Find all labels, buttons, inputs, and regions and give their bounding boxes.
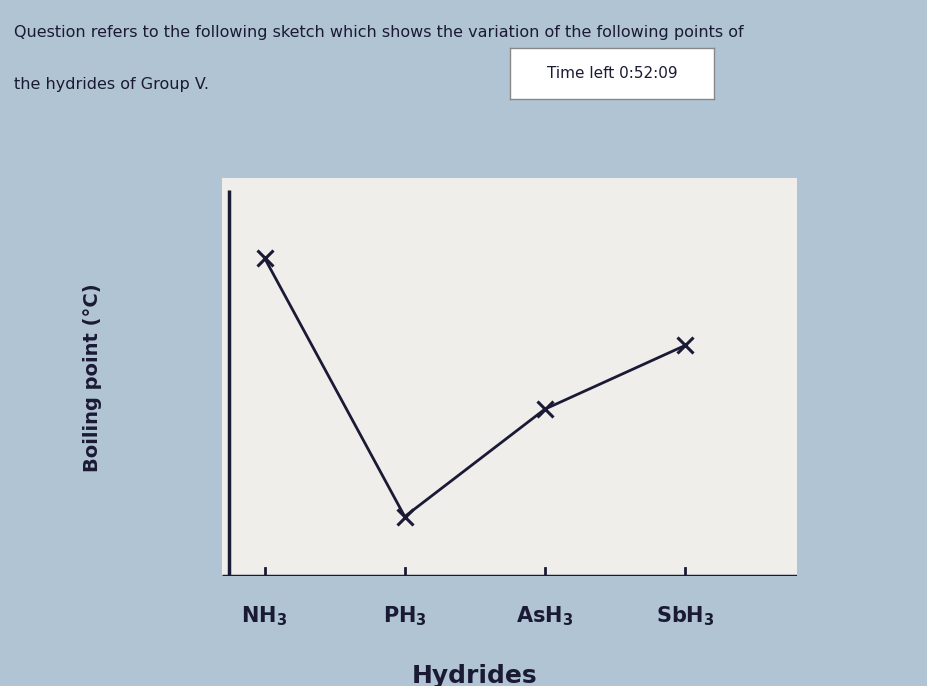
Text: Question refers to the following sketch which shows the variation of the followi: Question refers to the following sketch … <box>14 25 743 40</box>
Text: Time left 0:52:09: Time left 0:52:09 <box>547 67 677 81</box>
Text: $\mathbf{AsH_3}$: $\mathbf{AsH_3}$ <box>516 604 574 628</box>
Text: $\mathbf{SbH_3}$: $\mathbf{SbH_3}$ <box>655 604 715 628</box>
Text: $\mathbf{PH_3}$: $\mathbf{PH_3}$ <box>383 604 426 628</box>
Text: $\mathbf{NH_3}$: $\mathbf{NH_3}$ <box>241 604 287 628</box>
Text: the hydrides of Group V.: the hydrides of Group V. <box>14 77 209 91</box>
Text: Boiling point (°C): Boiling point (°C) <box>83 283 102 471</box>
Text: Hydrides: Hydrides <box>412 664 538 686</box>
